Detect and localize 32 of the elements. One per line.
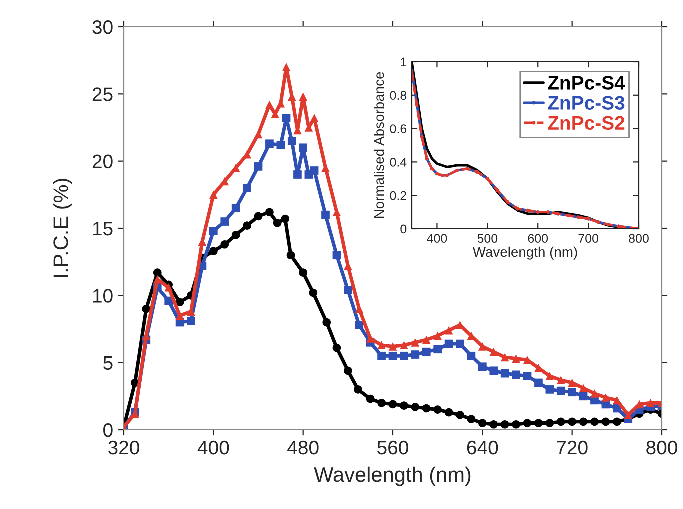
legend-label: ZnPc-S2	[548, 116, 625, 130]
y-tick-label: 25	[92, 88, 113, 102]
x-tick-label: 560	[378, 440, 408, 455]
legend-label: ZnPc-S4	[548, 76, 626, 90]
y-tick-label: 15	[93, 222, 113, 236]
y-tick-label: 0.6	[390, 124, 407, 134]
legend-label: ZnPc-S3	[548, 96, 625, 110]
y-tick-label: 1	[401, 58, 407, 67]
y-tick-label: 5	[104, 356, 113, 370]
y-tick-label: 20	[92, 154, 113, 169]
x-tick-label: 400	[427, 234, 448, 244]
x-tick-label: 800	[646, 440, 678, 455]
x-tick-label: 640	[467, 440, 498, 455]
x-axis-title: Wavelength (nm)	[472, 246, 578, 260]
x-tick-label: 400	[198, 440, 230, 455]
x-tick-label: 720	[557, 440, 588, 455]
x-tick-label: 600	[528, 234, 548, 244]
y-tick-label: 0.8	[390, 91, 407, 100]
y-tick-label: 10	[93, 289, 113, 303]
y-tick-label: 0.2	[390, 191, 407, 200]
y-tick-label: 30	[92, 20, 113, 34]
y-axis-title: I.P.C.E (%)	[53, 179, 73, 278]
y-tick-label: 0.4	[390, 158, 407, 167]
x-tick-label: 500	[478, 234, 498, 244]
x-tick-label: 480	[288, 440, 319, 455]
x-tick-label: 800	[629, 234, 649, 244]
y-axis-title: Normalised Absorbance	[374, 72, 384, 218]
x-tick-label: 320	[108, 440, 140, 455]
x-tick-label: 700	[578, 234, 598, 244]
y-tick-label: 0	[400, 224, 407, 234]
y-tick-label: 0	[104, 423, 113, 438]
x-axis-title: Wavelength (nm)	[314, 466, 471, 486]
